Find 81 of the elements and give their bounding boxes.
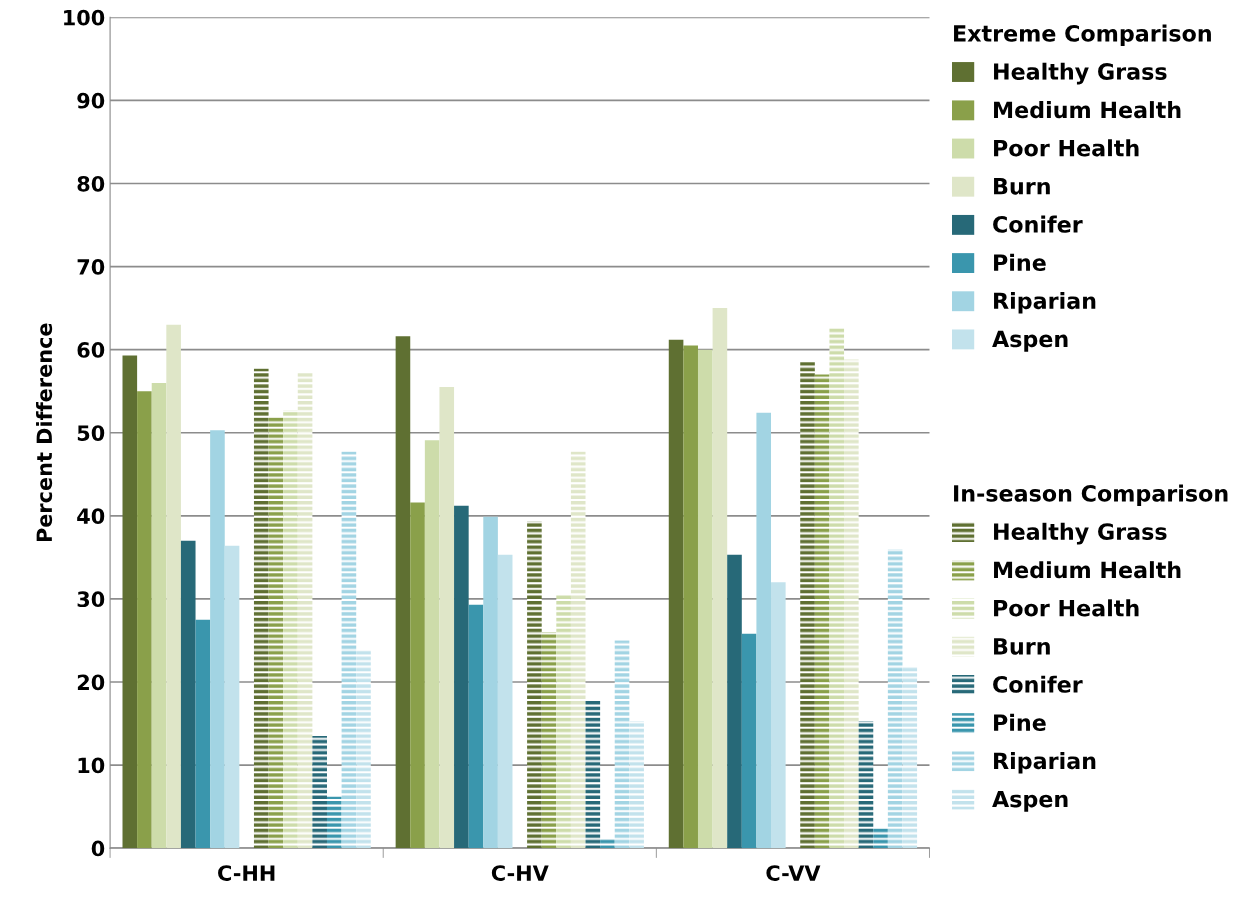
bar	[858, 721, 874, 849]
legend-label: Poor Health	[994, 599, 1139, 617]
bar	[756, 412, 772, 849]
bar	[771, 582, 786, 849]
legend-label: Pine	[994, 253, 1046, 271]
y-tick-label: 30	[77, 591, 105, 608]
bar	[527, 521, 542, 849]
bar	[814, 374, 830, 849]
bar	[268, 416, 284, 849]
y-tick-label: 70	[77, 259, 105, 275]
legend-label: Burn	[994, 178, 1050, 195]
y-tick-label: 40	[77, 508, 105, 525]
bar	[629, 721, 644, 849]
bar	[195, 619, 211, 849]
bar	[424, 440, 440, 849]
bar	[697, 349, 713, 849]
bar	[614, 640, 630, 849]
bar	[253, 368, 269, 849]
bar	[887, 549, 903, 849]
legend-label: Healthy Grass	[994, 522, 1167, 545]
legend-label: Pine	[994, 713, 1046, 732]
x-tick-label: C-HV	[491, 865, 549, 881]
legend-label: Healthy Grass	[994, 62, 1167, 85]
bar	[844, 359, 859, 849]
y-axis-title: Percent Difference	[36, 323, 53, 542]
bar	[166, 324, 181, 849]
bar	[297, 372, 313, 849]
legend-label: Medium Health	[994, 101, 1181, 119]
y-tick-label: 0	[91, 840, 105, 857]
legend-label: Conifer	[993, 675, 1083, 693]
bar	[122, 355, 138, 849]
y-tick-label: 60	[77, 342, 105, 358]
bar	[341, 451, 357, 849]
bar	[585, 700, 601, 849]
x-tick-label: C-HH	[218, 865, 275, 881]
bar	[439, 387, 455, 849]
bar	[326, 796, 342, 849]
bar	[556, 594, 571, 849]
text: In-season Comparison	[954, 484, 1228, 507]
y-tick-label: 100	[64, 9, 105, 26]
legend-label: Riparian	[994, 291, 1096, 314]
bar	[454, 505, 469, 849]
y-tick-label: 90	[77, 92, 105, 109]
bar	[902, 667, 918, 849]
legend-label: Poor Health	[994, 139, 1139, 157]
legend-label: Burn	[994, 638, 1050, 655]
bar	[180, 540, 196, 849]
bar	[483, 516, 498, 849]
legend-label: Medium Health	[994, 561, 1181, 579]
legend-label: Aspen	[992, 330, 1068, 352]
bar	[600, 839, 615, 849]
bar	[312, 735, 327, 849]
y-tick-label: 20	[77, 674, 105, 691]
y-tick-label: 10	[78, 757, 105, 774]
bar	[873, 828, 888, 849]
bar	[683, 345, 698, 849]
bar	[741, 633, 757, 849]
legend-title: Extreme Comparison	[954, 24, 1211, 47]
bar	[210, 430, 225, 849]
bar	[570, 451, 586, 849]
bar	[137, 391, 152, 849]
bar	[395, 336, 411, 849]
bar	[151, 382, 167, 849]
bar	[800, 362, 815, 849]
legend-label: Conifer	[993, 215, 1083, 233]
legend-label: Riparian	[994, 752, 1096, 774]
bar	[283, 410, 298, 849]
y-tick-label: 50	[77, 425, 105, 441]
bar	[712, 308, 728, 849]
bar	[410, 502, 425, 849]
bar	[224, 545, 240, 849]
legend-label: Aspen	[992, 790, 1068, 812]
bar	[541, 632, 557, 849]
x-tick-label: C-VV	[766, 865, 821, 881]
bar	[668, 339, 684, 849]
bar	[497, 554, 513, 849]
bar	[356, 650, 371, 849]
bar	[829, 327, 845, 849]
bar	[727, 554, 742, 849]
y-tick-label: 80	[77, 175, 105, 192]
bar	[468, 604, 484, 849]
